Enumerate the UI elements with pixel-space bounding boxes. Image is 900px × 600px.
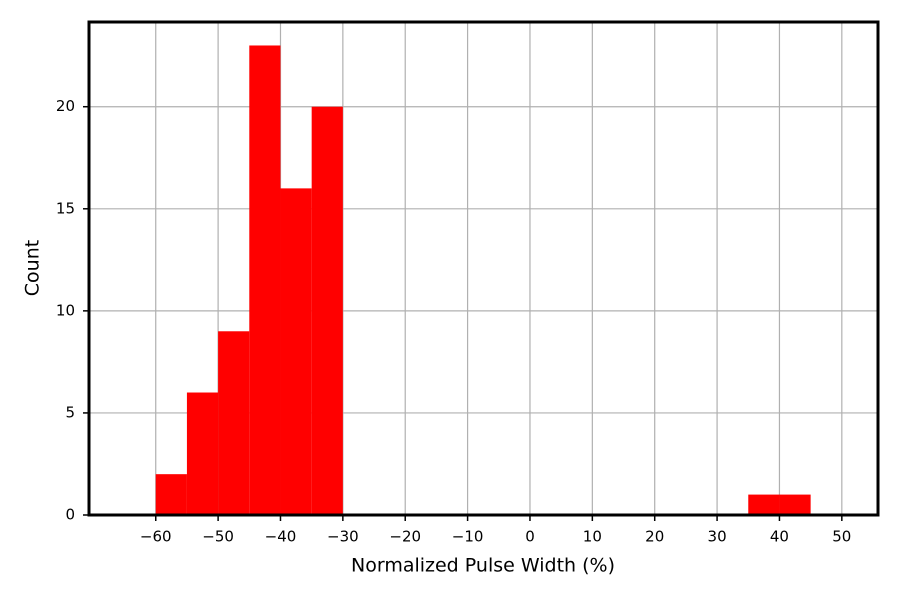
bar [779,494,811,515]
bar [249,45,281,515]
bar [218,331,250,515]
x-tick-label: −40 [265,528,297,546]
plot-frame [87,20,880,517]
y-tick-label: 5 [65,403,75,421]
bar [748,494,780,515]
x-tick-label: 0 [525,528,535,546]
x-axis-label: Normalized Pulse Width (%) [351,555,615,577]
bar [311,106,343,515]
x-tick-label: −60 [140,528,172,546]
y-tick-label: 0 [65,506,75,524]
y-tick-label: 20 [56,97,75,115]
x-tick-label: 20 [645,528,664,546]
x-tick-label: −30 [327,528,359,546]
y-tick-label: 10 [56,301,75,319]
y-tick-label: 15 [56,199,75,217]
y-axis-label: Count [22,240,44,296]
bar [155,474,187,515]
bar [280,188,312,515]
x-tick-label: 10 [583,528,602,546]
x-tick-label: 50 [832,528,851,546]
x-tick-label: −10 [452,528,484,546]
x-tick-label: −20 [389,528,421,546]
x-tick-label: 30 [708,528,727,546]
bar [186,392,219,515]
x-tick-label: −50 [202,528,234,546]
x-tick-label: 40 [770,528,789,546]
